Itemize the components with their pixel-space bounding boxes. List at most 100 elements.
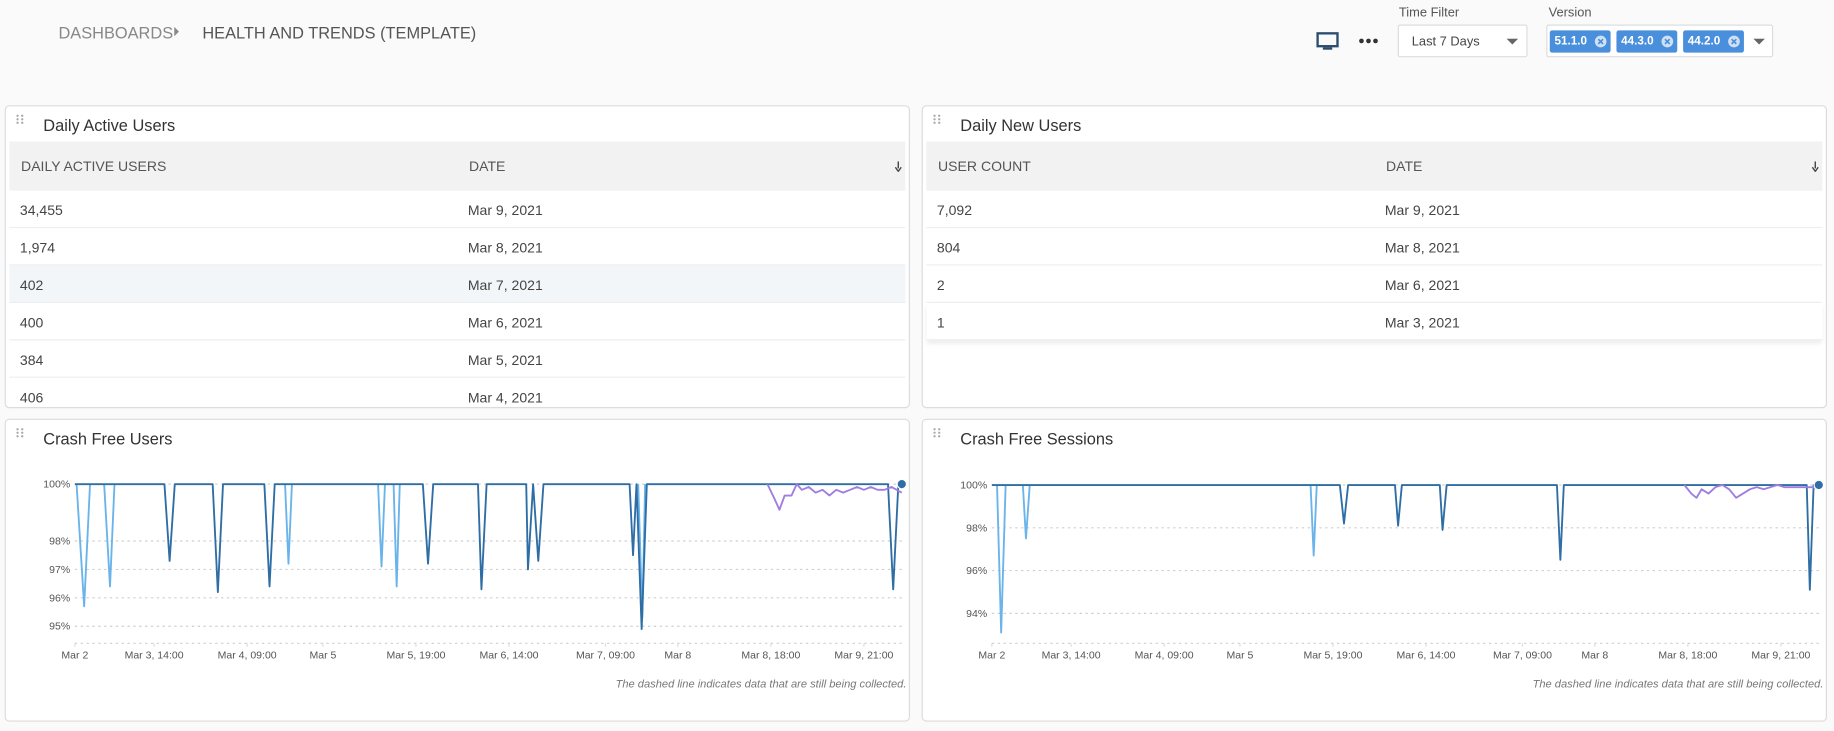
panel-title: Daily New Users xyxy=(960,115,1082,135)
table-cell: Mar 3, 2021 xyxy=(1384,314,1460,332)
handle-dot xyxy=(938,114,941,117)
handle-dot xyxy=(21,428,24,431)
tv-mode-icon[interactable] xyxy=(1316,32,1339,51)
y-tick-label: 100% xyxy=(43,479,70,491)
time-filter-select[interactable]: Last 7 Days xyxy=(1397,24,1528,58)
x-tick-label: Mar 8 xyxy=(664,650,691,662)
chart-panel: Crash Free Sessions 94% 96% 98% 100% Mar 2 Mar… xyxy=(921,418,1827,722)
x-tick-label: Mar 7, 09:00 xyxy=(576,650,635,662)
handle-dot xyxy=(21,121,24,124)
table-panel: Daily Active Users DAILY ACTIVE USERS DATE… xyxy=(4,105,910,409)
drag-handle[interactable] xyxy=(932,113,941,125)
chip-remove[interactable] xyxy=(1661,35,1674,48)
y-tick-label: 100% xyxy=(960,480,987,492)
table-cell: Mar 6, 2021 xyxy=(467,314,543,332)
data-line xyxy=(991,484,1819,591)
table-cell: Mar 9, 2021 xyxy=(467,202,543,219)
table-row: 7,092 Mar 9, 2021 xyxy=(926,191,1823,229)
handle-dot xyxy=(933,431,936,434)
table-cell: 384 xyxy=(19,352,44,369)
panel-title: Crash Free Users xyxy=(43,429,173,448)
time-filter-value: Last 7 Days xyxy=(1411,35,1480,50)
table: USER COUNT DATE 7,092 Mar 9, 2021 804 Mar 8, … xyxy=(926,141,1823,341)
chip-text: 51.1.0 xyxy=(1554,35,1587,48)
handle-dot xyxy=(16,118,19,121)
table-cell: Mar 7, 2021 xyxy=(467,277,543,294)
panel-title: Crash Free Sessions xyxy=(960,429,1114,448)
x-tick-label: Mar 9, 21:00 xyxy=(834,650,893,662)
handle-dot xyxy=(938,121,941,124)
handle-dot xyxy=(16,428,19,431)
chip-remove[interactable] xyxy=(1728,35,1741,48)
handle-dot xyxy=(16,435,19,438)
y-tick-label: 97% xyxy=(49,564,70,576)
handle-dot xyxy=(933,435,936,438)
breadcrumb-link[interactable]: DASHBOARDS xyxy=(58,23,174,43)
table-cell: Mar 9, 2021 xyxy=(1384,202,1460,219)
sort-arrow xyxy=(894,161,902,172)
dropdown-arrow xyxy=(1506,38,1519,45)
column-header[interactable]: DAILY ACTIVE USERS xyxy=(21,157,167,175)
table-cell: 34,455 xyxy=(19,202,63,219)
handle-dot xyxy=(16,121,19,124)
y-tick-label: 94% xyxy=(966,608,987,620)
x-tick-label: Mar 8, 18:00 xyxy=(1658,650,1717,662)
table-row: 804 Mar 8, 2021 xyxy=(926,228,1823,266)
handle-dot xyxy=(21,118,24,121)
y-tick-label: 96% xyxy=(49,592,70,604)
table-row: 1 Mar 3, 2021 xyxy=(926,303,1823,341)
drag-handle[interactable] xyxy=(15,113,24,125)
sort-arrow xyxy=(1811,161,1819,172)
x-tick-label: Mar 4, 09:00 xyxy=(1135,650,1194,662)
x-tick-label: Mar 6, 14:00 xyxy=(479,650,538,662)
table-cell: 7,092 xyxy=(936,202,973,219)
handle-dot xyxy=(933,121,936,124)
end-point xyxy=(896,478,908,490)
x-tick-label: Mar 8 xyxy=(1581,650,1608,662)
table-row: 406 Mar 4, 2021 xyxy=(9,378,905,407)
column-header[interactable]: USER COUNT xyxy=(938,157,1031,175)
table-cell: 402 xyxy=(19,277,44,294)
version-chip[interactable]: 51.1.0 xyxy=(1549,30,1611,53)
x-tick-label: Mar 8, 18:00 xyxy=(741,650,800,662)
x-tick-label: Mar 4, 09:00 xyxy=(218,650,277,662)
x-tick-label: Mar 7, 09:00 xyxy=(1493,650,1552,662)
data-line xyxy=(75,484,647,619)
table-cell: 400 xyxy=(19,314,44,332)
handle-dot xyxy=(938,118,941,121)
x-tick-label: Mar 5 xyxy=(1226,650,1253,662)
version-select[interactable]: 51.1.0 44.3.0 44.2.0 xyxy=(1546,24,1774,58)
column-header[interactable]: DATE xyxy=(1386,157,1423,175)
x-tick-label: Mar 5 xyxy=(309,650,336,662)
y-tick-label: 98% xyxy=(966,522,987,534)
y-tick-label: 98% xyxy=(49,535,70,547)
chip-text: 44.3.0 xyxy=(1621,35,1654,48)
data-line xyxy=(74,483,902,631)
handle-dot xyxy=(21,435,24,438)
version-chip[interactable]: 44.2.0 xyxy=(1683,30,1744,53)
table-row: 400 Mar 6, 2021 xyxy=(9,303,906,341)
table-row: 402 Mar 7, 2021 xyxy=(9,265,906,303)
chip-remove[interactable] xyxy=(1594,35,1607,48)
table-row: 34,455 Mar 9, 2021 xyxy=(9,191,906,229)
column-header[interactable]: DATE xyxy=(469,157,506,175)
x-tick-label: Mar 5, 19:00 xyxy=(1303,650,1362,662)
handle-dot xyxy=(938,428,941,431)
x-tick-label: Mar 3, 14:00 xyxy=(1042,650,1101,662)
table-cell: 2 xyxy=(936,277,945,294)
chip-text: 44.2.0 xyxy=(1687,35,1721,48)
version-chip[interactable]: 44.3.0 xyxy=(1616,30,1678,53)
more-icon[interactable] xyxy=(1358,37,1379,44)
data-line xyxy=(1683,484,1820,499)
footnote: The dashed line indicates data that are … xyxy=(1533,679,1824,691)
sort-icon xyxy=(1811,161,1819,172)
data-line xyxy=(766,483,903,511)
x-tick-label: Mar 2 xyxy=(978,650,1005,662)
drag-handle[interactable] xyxy=(15,427,24,439)
table-cell: Mar 4, 2021 xyxy=(467,389,543,406)
drag-handle[interactable] xyxy=(932,427,941,439)
table-cell: 1 xyxy=(936,314,945,332)
table-cell: 406 xyxy=(19,389,44,406)
data-line xyxy=(996,484,1318,634)
